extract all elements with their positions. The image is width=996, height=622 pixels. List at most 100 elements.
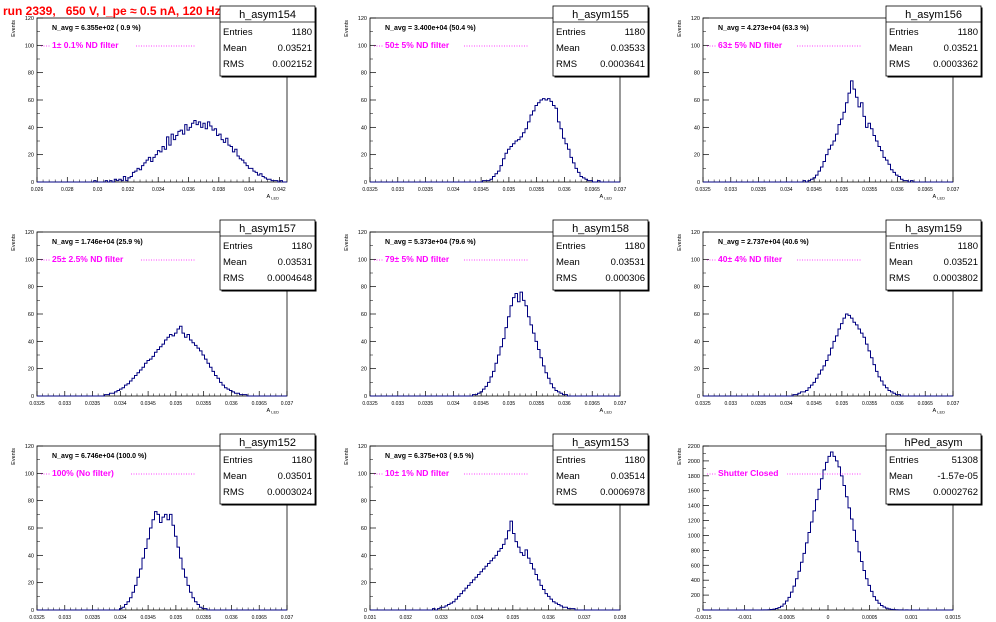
y-tick-label: 120: [25, 444, 34, 450]
note-bg: [50, 468, 131, 477]
y-tick-label: 20: [361, 367, 367, 373]
x-tick-label: 0.038: [213, 187, 226, 193]
x-tick-label: 0.033: [435, 615, 448, 621]
y-tick-label: 0: [364, 608, 367, 614]
hist-panel-h_asym155: 0 20 40 60 80 100 120 0.0325 0.033 0.0335 0.034 0.0…: [344, 5, 650, 201]
x-tick-label: 0.037: [281, 615, 294, 621]
x-tick-label: 0.03: [93, 187, 103, 193]
navg-label: N_avg = 4.273e+04 (63.3 %): [718, 25, 809, 32]
x-tick-label: 0.035: [836, 401, 849, 407]
y-tick-label: 80: [361, 499, 367, 505]
note-bg: [50, 40, 136, 49]
x-tick-label: 0.033: [59, 615, 72, 621]
stats-box: [552, 5, 649, 77]
stats-value: 0.03533: [611, 43, 645, 54]
stats-label: RMS: [223, 273, 244, 284]
y-tick-label: 100: [358, 257, 367, 263]
stats-value: 0.000306: [605, 273, 645, 284]
stats-value: 0.03531: [611, 257, 645, 268]
stats-label: RMS: [556, 59, 577, 70]
x-tick-label: 0.0325: [695, 401, 711, 407]
x-tick-label: 0.0325: [695, 187, 711, 193]
histogram-line: [703, 313, 953, 397]
y-tick-label: 120: [358, 16, 367, 22]
y-tick-label: 60: [694, 312, 700, 318]
stats-title: h_asym159: [905, 223, 962, 235]
stats-title: h_asym155: [572, 9, 629, 21]
y-tick-label: 60: [28, 312, 34, 318]
x-tick-label: 0.034: [152, 187, 165, 193]
x-tick-label: 0.0335: [418, 401, 434, 407]
y-tick-label: 0: [697, 180, 700, 186]
x-axis-title: ALED: [267, 408, 280, 415]
filter-note: 100% (No filter): [52, 468, 114, 478]
stats-title: h_asym156: [905, 9, 962, 21]
y-tick-label: 0: [364, 180, 367, 186]
x-tick-label: 0.035: [503, 401, 516, 407]
y-tick-label: 0: [697, 394, 700, 400]
x-tick-label: 0.035: [170, 401, 183, 407]
stats-label: Entries: [889, 241, 919, 252]
stats-value: -1.57e-05: [937, 471, 978, 482]
histogram-line: [703, 80, 953, 183]
stats-value: 0.0003362: [933, 59, 978, 70]
x-tick-label: 0.04: [244, 187, 254, 193]
y-tick-label: 1000: [688, 533, 700, 539]
stats-label: Entries: [556, 241, 586, 252]
y-axis-title: Events: [11, 234, 17, 251]
y-tick-label: 40: [361, 553, 367, 559]
y-tick-label: 20: [694, 153, 700, 159]
y-axis-title: Events: [11, 20, 17, 37]
stats-box: [885, 433, 982, 505]
stats-label: Mean: [556, 43, 580, 54]
x-axis-title-sub: LED: [604, 410, 612, 415]
x-tick-label: 0.0335: [418, 187, 434, 193]
y-axis-title: Events: [344, 20, 350, 37]
x-tick-label: 0.0325: [362, 187, 378, 193]
y-tick-label: 40: [694, 125, 700, 131]
y-tick-label: 120: [358, 230, 367, 236]
hist-panel-h_asym152: 0 20 40 60 80 100 120 0.0325 0.033 0.0335 0.034 0.0…: [11, 433, 317, 621]
x-tick-label: 0.0015: [945, 615, 961, 621]
y-axis-title: Events: [344, 448, 350, 465]
y-tick-label: 0: [697, 608, 700, 614]
x-tick-label: 0.0335: [751, 401, 767, 407]
stats-value: 0.03531: [278, 257, 312, 268]
x-tick-label: 0.0365: [252, 615, 268, 621]
hist-panel-h_asym156: 0 20 40 60 80 100 120 0.0325 0.033 0.0335 0.034 0.0…: [677, 5, 983, 201]
stats-label: Entries: [556, 27, 586, 38]
stats-title: h_asym152: [239, 437, 296, 449]
y-tick-label: 0: [364, 394, 367, 400]
stats-label: Mean: [556, 257, 580, 268]
stats-box: [552, 433, 649, 505]
stats-label: Entries: [223, 241, 253, 252]
stats-label: RMS: [889, 59, 910, 70]
x-axis-title: ALED: [600, 194, 613, 201]
x-tick-label: 0.0365: [585, 187, 601, 193]
y-tick-label: 0: [31, 394, 34, 400]
y-tick-label: 60: [361, 98, 367, 104]
histogram-line: [370, 98, 620, 183]
navg-label: N_avg = 2.737e+04 (40.6 %): [718, 239, 809, 246]
histogram-line: [370, 291, 620, 397]
stats-title: h_asym157: [239, 223, 296, 235]
x-tick-label: 0.0345: [806, 187, 822, 193]
y-tick-label: 100: [691, 43, 700, 49]
stats-value: 0.03521: [944, 43, 978, 54]
stats-value: 1180: [292, 241, 312, 252]
y-tick-label: 0: [31, 608, 34, 614]
y-tick-label: 100: [25, 257, 34, 263]
y-axis-title: Events: [344, 234, 350, 251]
stats-title: h_asym154: [239, 9, 296, 21]
x-tick-label: 0.036: [558, 401, 571, 407]
x-tick-label: 0.0355: [196, 401, 212, 407]
stats-value: 1180: [625, 455, 645, 466]
y-tick-label: 80: [361, 71, 367, 77]
note-bg: [716, 468, 788, 477]
x-axis-title: ALED: [933, 194, 946, 201]
y-tick-label: 1200: [688, 519, 700, 525]
y-tick-label: 120: [25, 230, 34, 236]
y-tick-label: 1800: [688, 474, 700, 480]
x-tick-label: 0.036: [558, 187, 571, 193]
stats-label: Entries: [889, 27, 919, 38]
